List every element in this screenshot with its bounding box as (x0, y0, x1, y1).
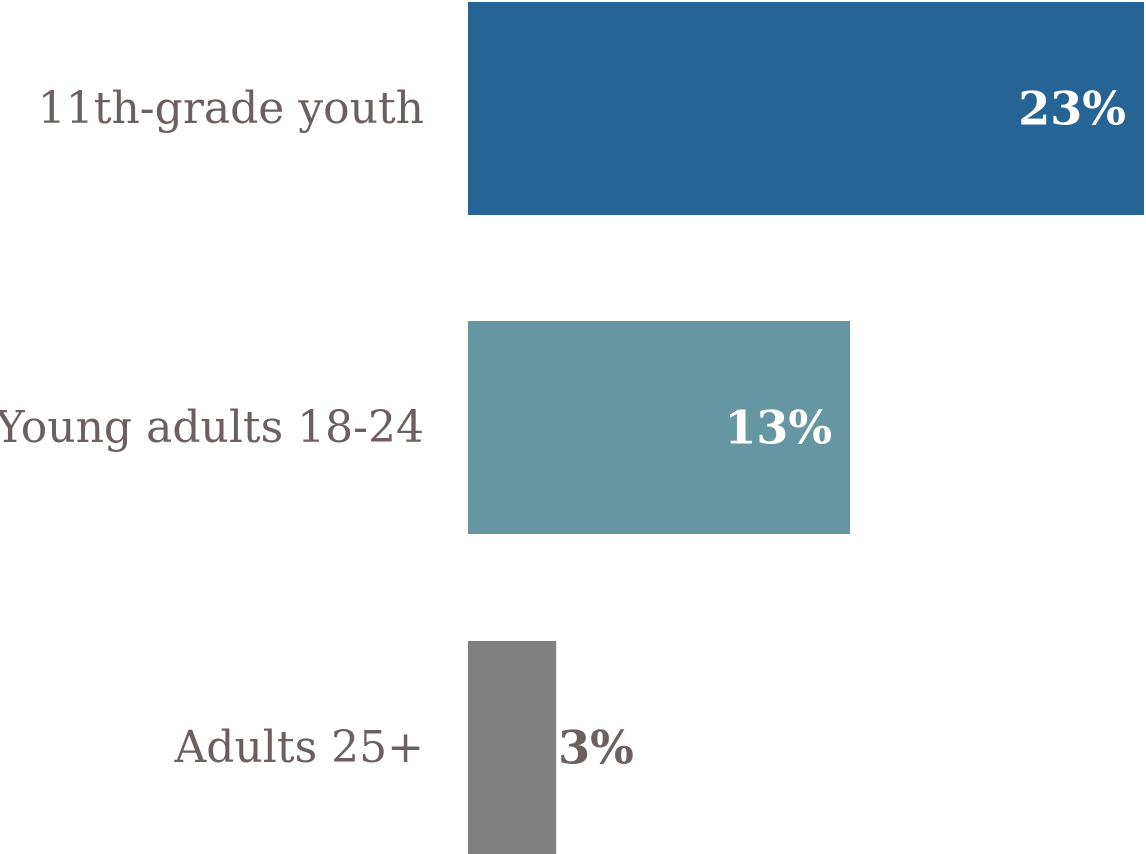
bar-1 (468, 321, 851, 534)
category-label: Adults 25+ (174, 722, 424, 773)
value-labels: 23% 13% 3% (558, 82, 1126, 775)
category-labels: 11th-grade youth Young adults 18-24 Adults… (0, 83, 424, 773)
bars (468, 2, 1144, 854)
value-label: 3% (558, 721, 634, 775)
value-label: 13% (724, 401, 832, 455)
category-label: 11th-grade youth (38, 83, 424, 134)
bar-0 (468, 2, 1144, 215)
bar-2 (468, 641, 557, 854)
category-label: Young adults 18-24 (0, 402, 424, 453)
value-label: 23% (1018, 82, 1126, 136)
